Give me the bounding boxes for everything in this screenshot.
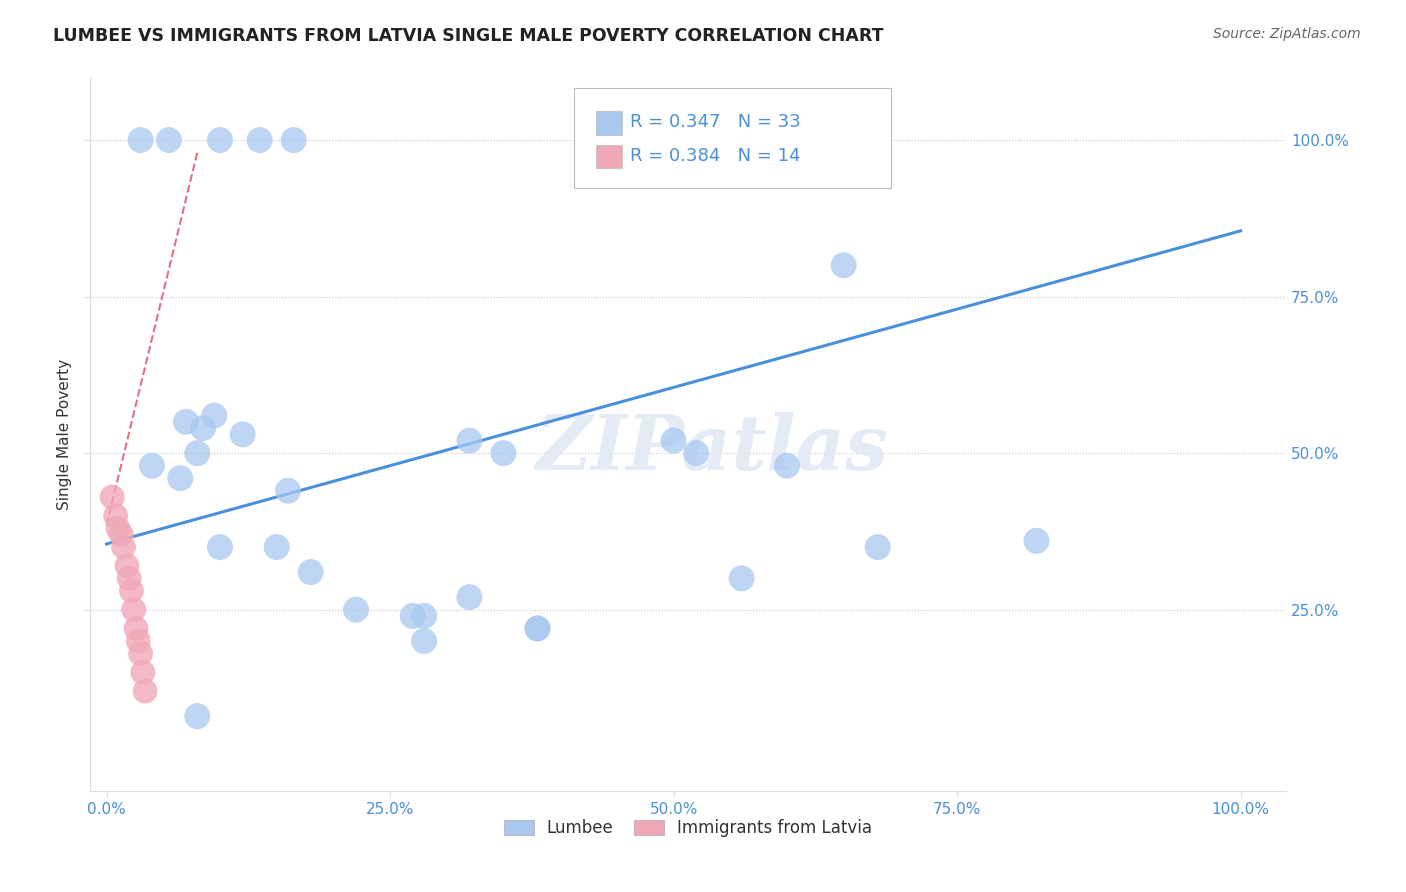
Point xyxy=(157,133,180,147)
Point xyxy=(208,540,231,554)
Point xyxy=(232,427,254,442)
Point xyxy=(134,684,156,698)
Point xyxy=(344,603,367,617)
Point xyxy=(202,409,225,423)
Point xyxy=(129,647,152,661)
Point xyxy=(132,665,155,680)
Point xyxy=(121,583,143,598)
Point xyxy=(458,434,481,448)
Point xyxy=(776,458,799,473)
Text: R = 0.384   N = 14: R = 0.384 N = 14 xyxy=(630,147,801,165)
Point xyxy=(118,571,141,585)
Point xyxy=(249,133,271,147)
FancyBboxPatch shape xyxy=(574,88,891,188)
Point xyxy=(299,565,322,579)
Point xyxy=(1025,533,1047,548)
Point xyxy=(492,446,515,460)
Bar xyxy=(596,111,621,135)
Point xyxy=(685,446,707,460)
Point xyxy=(169,471,191,485)
Bar xyxy=(596,145,621,168)
Point xyxy=(127,634,149,648)
Point xyxy=(458,590,481,604)
Text: R = 0.347   N = 33: R = 0.347 N = 33 xyxy=(630,113,801,131)
Text: LUMBEE VS IMMIGRANTS FROM LATVIA SINGLE MALE POVERTY CORRELATION CHART: LUMBEE VS IMMIGRANTS FROM LATVIA SINGLE … xyxy=(53,27,884,45)
Point xyxy=(115,558,138,573)
Point xyxy=(413,609,436,624)
Point xyxy=(107,521,129,535)
Point xyxy=(526,622,548,636)
Point xyxy=(832,258,855,272)
Point xyxy=(122,603,145,617)
Point xyxy=(186,446,208,460)
Legend: Lumbee, Immigrants from Latvia: Lumbee, Immigrants from Latvia xyxy=(496,813,879,844)
Point xyxy=(208,133,231,147)
Point xyxy=(413,634,436,648)
Point xyxy=(141,458,163,473)
Point xyxy=(125,622,148,636)
Point xyxy=(730,571,752,585)
Point xyxy=(101,490,124,504)
Point xyxy=(866,540,889,554)
Point xyxy=(112,540,135,554)
Text: Source: ZipAtlas.com: Source: ZipAtlas.com xyxy=(1213,27,1361,41)
Point xyxy=(402,609,425,624)
Point xyxy=(110,527,132,541)
Point xyxy=(129,133,152,147)
Point xyxy=(266,540,288,554)
Point xyxy=(186,709,208,723)
Point xyxy=(191,421,214,435)
Point xyxy=(277,483,299,498)
Text: ZIPatlas: ZIPatlas xyxy=(536,411,889,485)
Point xyxy=(174,415,197,429)
Point xyxy=(104,508,127,523)
Y-axis label: Single Male Poverty: Single Male Poverty xyxy=(58,359,72,510)
Point xyxy=(526,622,548,636)
Point xyxy=(283,133,305,147)
Point xyxy=(662,434,685,448)
